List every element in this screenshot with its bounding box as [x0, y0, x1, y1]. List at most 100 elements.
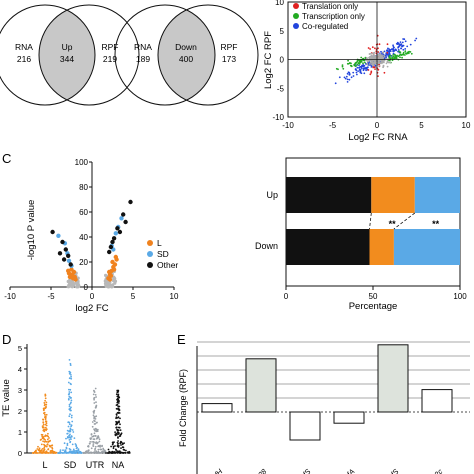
te-point-l — [40, 438, 42, 441]
percentage-connector — [369, 212, 372, 230]
percentage-panel: ** ** 0 50 100 Up Down Percentage — [255, 157, 467, 312]
volcano-point-background — [72, 282, 76, 286]
te-point-l — [43, 451, 45, 454]
te-point-utr — [93, 428, 95, 430]
te-point-utr — [101, 444, 103, 447]
te-point-l — [32, 452, 35, 454]
te-point-na — [118, 451, 121, 453]
te-y-tick-label: 3 — [18, 386, 22, 395]
te-point-l — [47, 448, 50, 450]
volcano-point-other — [108, 244, 114, 250]
te-point-utr — [89, 438, 92, 440]
te-point-sd — [71, 443, 74, 446]
scatter-fc-point-co-regulated — [383, 50, 386, 53]
te-point-sd — [68, 436, 71, 439]
scatter-fc-point-transcription-only — [398, 50, 400, 53]
percentage-x-ticks: 0 50 100 — [284, 286, 467, 301]
te-point-sd — [71, 429, 74, 431]
te-point-sd — [70, 438, 72, 440]
scatter-fc-point-transcription-only — [394, 55, 397, 57]
scatter-fc-point-not-significant — [382, 51, 384, 54]
scatter-fc-point-co-regulated — [399, 41, 402, 43]
te-point-sd — [71, 452, 74, 454]
scatter-fc-point-transcription-only — [356, 60, 359, 63]
te-point-na — [116, 398, 118, 401]
scatter-fc-point-transcription-only — [392, 54, 394, 56]
volcano-y-tick-label: 60 — [79, 208, 88, 217]
scatter-fc-point-transcription-only — [402, 54, 404, 56]
scatter-fc-point-co-regulated — [352, 71, 355, 74]
scatter-fc-point-co-regulated — [401, 41, 404, 44]
scatter-fc-point-co-regulated — [362, 68, 365, 71]
scatter-fc-point-co-regulated — [402, 48, 405, 51]
te-point-l — [47, 452, 50, 454]
percentage-x-axis-label: Percentage — [349, 301, 398, 312]
scatter-fc-legend-marker — [293, 13, 299, 19]
scatter-fc-point-co-regulated — [414, 39, 416, 42]
scatter-fc-point-not-significant — [370, 52, 373, 55]
fold-change-bar — [421, 389, 453, 413]
te-point-l — [40, 443, 43, 446]
te-point-sd — [66, 442, 69, 445]
te-point-utr — [93, 432, 96, 435]
te-point-l — [43, 408, 45, 411]
volcano-y-ticks: 0 20 40 60 80 100 — [75, 158, 92, 292]
te-point-na — [119, 417, 121, 420]
te-point-utr — [97, 441, 99, 444]
volcano-point-l — [111, 267, 117, 272]
te-point-l — [49, 445, 52, 448]
scatter-fc-point-not-significant — [367, 59, 370, 62]
te-point-na — [111, 443, 114, 446]
te-point-sd — [68, 395, 71, 398]
volcano-point-sd — [66, 258, 72, 263]
te-point-na — [121, 443, 124, 446]
scatter-fc-point-not-significant — [378, 59, 381, 62]
te-point-l — [37, 445, 39, 448]
scatter-fc-x-tick-label: -10 — [282, 121, 294, 130]
te-point-utr — [96, 430, 99, 433]
te-point-utr — [91, 421, 94, 423]
scatter-fc-point-translation-only — [369, 48, 371, 50]
volcano-x-ticks: -10 -5 0 5 10 — [4, 287, 179, 301]
te-point-sd — [70, 374, 72, 376]
scatter-fc-point-not-significant — [365, 56, 368, 59]
venn-up-right-circle — [38, 4, 140, 106]
te-point-l — [44, 415, 47, 418]
te-point-sd — [76, 446, 78, 449]
percentage-bar-segment — [286, 177, 372, 213]
te-point-utr — [95, 441, 98, 444]
fold-change-x-tick-label: rbfA — [340, 467, 356, 474]
te-point-sd — [64, 450, 66, 453]
te-point-l — [43, 411, 46, 414]
te-point-utr — [93, 423, 96, 425]
te-point-utr — [102, 451, 105, 454]
te-point-l — [46, 438, 49, 441]
te-point-sd — [69, 433, 71, 436]
te-point-na — [115, 426, 118, 429]
fold-change-x-tick-label: 1738 — [250, 466, 269, 474]
scatter-fc-point-co-regulated — [356, 66, 359, 69]
volcano-point-background — [75, 285, 79, 289]
te-point-sd — [72, 448, 75, 451]
te-point-utr — [91, 441, 93, 443]
venn-up-center-count: 344 — [60, 54, 74, 64]
volcano-point-other — [57, 251, 63, 256]
percentage-x-tick-label: 50 — [369, 292, 378, 301]
fold-change-bar — [201, 403, 233, 413]
scatter-fc-point-transcription-only — [363, 59, 366, 62]
scatter-fc-point-co-regulated — [360, 67, 363, 69]
te-point-l — [35, 450, 37, 452]
scatter-fc-point-not-significant — [382, 60, 384, 62]
scatter-fc-point-translation-only — [378, 43, 381, 46]
te-point-sd — [70, 414, 73, 417]
venn-up-intersection — [39, 5, 95, 105]
te-point-l — [43, 446, 46, 449]
scatter-fc-point-co-regulated — [359, 68, 362, 71]
volcano-point-l — [66, 268, 71, 273]
te-point-na — [113, 441, 115, 443]
te-point-sd — [70, 391, 73, 394]
te-point-na — [116, 401, 119, 404]
te-point-sd — [69, 388, 72, 391]
te-point-sd — [69, 409, 72, 412]
scatter-fc-point-transcription-only — [389, 54, 392, 57]
